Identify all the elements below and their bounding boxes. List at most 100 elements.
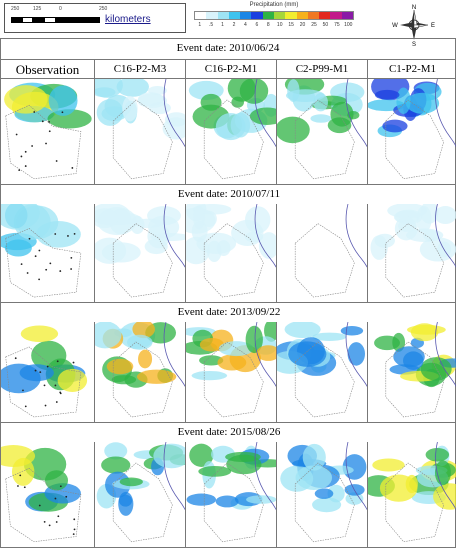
map-panel [95,322,186,422]
scale-unit: kilometers [105,14,151,25]
scale-segment [33,17,44,23]
precipitation-legend: Precipitation (mm) 1.5 1 2 4 6 8 10 15 20 25 50 75 1… [194,2,354,36]
map-panel [1,322,95,422]
legend-swatch [262,12,274,19]
legend-swatch [296,12,308,19]
compass-n: N [412,5,416,11]
scale-tick: 0 [59,6,62,12]
scale-segment [11,17,22,23]
compass-rose-icon: N S E W [392,5,435,46]
header-area: 250 125 0 250 kilometers Precipitation (… [0,0,456,46]
legend-title: Precipitation (mm) [249,2,299,8]
map-panel [186,442,277,547]
precipitation-map [1,204,82,298]
precipitation-map [374,322,456,418]
precipitation-map [188,79,276,180]
legend-value: 10 [276,22,283,28]
map-panel [186,322,277,422]
precipitation-map [186,204,276,298]
results-grid: Observation C16-P2-M3 C16-P2-M1 C2-P99-M… [0,38,456,548]
legend-value: 20 [299,22,306,28]
compass-e: E [431,23,435,29]
map-panel [1,204,95,302]
legend-values: 1 .5 1 2 4 6 8 10 15 20 25 50 75 100 [194,22,354,30]
column-header-c1-p2-m1: C1-P2-M1 [368,59,456,79]
row-divider [1,422,456,423]
legend-value: 100 [344,22,353,28]
scale-segment [44,17,56,23]
compass-w: W [392,23,398,29]
legend-swatch [251,12,263,19]
legend-swatch [341,12,353,19]
legend-value: 25 [311,22,317,28]
precipitation-map [294,204,367,298]
map-panel [1,79,95,184]
scale-tick: 250 [99,6,108,12]
legend-swatches [194,11,354,20]
legend-value: 15 [288,22,294,28]
scale-bar: 250 125 0 250 kilometers [4,3,186,33]
legend-swatch [217,12,229,19]
event-date-2: Event date: 2010/07/11 [177,188,281,200]
precipitation-map [1,325,88,418]
precipitation-map [95,204,185,298]
row-divider [1,184,456,185]
map-panel [277,442,368,547]
map-panel [277,204,368,302]
precipitation-map [95,322,185,418]
legend-value: 50 [322,22,329,28]
map-panel [368,204,456,302]
precipitation-map [1,445,82,543]
map-panel [186,204,277,302]
map-panel [95,204,186,302]
legend-value: 4 [244,22,247,28]
map-panel [368,322,456,422]
scale-segment [22,17,33,23]
legend-swatch [285,12,297,19]
precipitation-map [277,322,367,418]
scale-segment [56,17,100,23]
map-panel [277,322,368,422]
column-header-c16-p2-m1: C16-P2-M1 [186,59,277,79]
precipitation-map [280,442,367,543]
legend-swatch [319,12,331,19]
map-panel [368,79,456,184]
scale-tick: 125 [33,6,42,12]
precipitation-map [96,442,185,543]
legend-value: 8 [266,22,270,28]
map-panel [95,442,186,547]
precipitation-map [370,204,456,298]
event-date-4: Event date: 2015/08/26 [177,426,281,438]
precipitation-map [368,442,456,543]
legend-swatch [228,12,241,19]
column-header-c16-p2-m3: C16-P2-M3 [95,59,186,79]
precipitation-map [186,322,276,418]
map-panel [277,79,368,184]
row-divider [1,302,456,303]
map-panel [368,442,456,547]
column-header-observation: Observation [1,59,95,79]
legend-value: .5 [209,22,214,28]
legend-swatch [273,12,286,19]
map-panel [95,79,186,184]
compass-s: S [412,42,416,46]
row-divider [1,547,456,548]
legend-value: 2 [232,22,236,28]
legend-value: 6 [255,22,259,28]
precipitation-map [368,79,456,180]
legend-swatch [195,12,207,19]
legend-value: 1 [221,22,224,28]
legend-swatch [307,12,320,19]
precipitation-map [277,79,367,180]
map-panel [1,442,95,547]
legend-swatch [240,12,252,19]
scale-tick: 250 [11,6,20,12]
precipitation-map [186,442,276,543]
event-date-1: Event date: 2010/06/24 [176,42,280,54]
legend-value: 75 [334,22,340,28]
precipitation-map [95,79,185,180]
precipitation-map [4,82,92,180]
event-date-3: Event date: 2013/09/22 [177,306,281,318]
legend-swatch [330,12,342,19]
map-panel [186,79,277,184]
